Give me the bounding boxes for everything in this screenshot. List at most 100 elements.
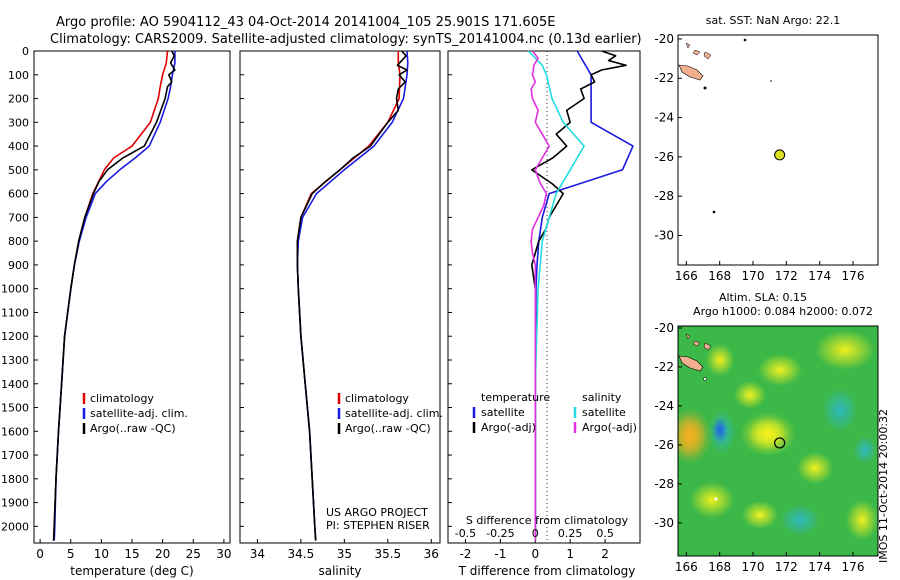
salinity-series [296,50,409,541]
t-difference-axis: -2 -1 0 1 2 [459,539,609,561]
series-line-s-argo-adj- [530,50,551,541]
map-y-tick-label: -30 [654,229,674,243]
timestamp-sidebar: IMOS 11-Oct-2014 20:00:32 [877,409,890,563]
difference-series [527,50,634,541]
depth-tick-label: 100 [8,69,29,82]
depth-tick-label: 1500 [1,402,29,415]
heatmap-blob [678,414,706,458]
x-tick-label: 36 [424,547,439,561]
temperature-xlabel: temperature (deg C) [70,564,193,578]
series-line-climatology [52,50,169,541]
map-y-tick-label: -26 [654,150,674,164]
heatmap-blob [748,418,788,450]
heatmap-blob [706,344,734,376]
map-y-tick-label: -28 [654,189,674,203]
map-y-tick-label: -20 [654,321,674,335]
x-tick-label: 15 [124,547,139,561]
depth-tick-label: 700 [8,211,29,224]
sst-map-title: sat. SST: NaN Argo: 22.1 [706,14,840,27]
difference-panel: -2 -1 0 1 2 T difference from climatology S … [447,50,641,578]
x-tick-label: 34 [250,547,265,561]
argo-location-marker [774,437,786,449]
island-dot [703,377,707,381]
depth-tick-label: 1400 [1,378,29,391]
series-line-climatology [296,51,401,541]
depth-tick-label: 800 [8,235,29,248]
island-dot [712,210,716,214]
sla-heatmap [678,326,878,556]
salinity-legend: climatology satellite-adj. clim. Argo(..ra… [337,392,443,435]
map-x-tick-label: 166 [675,269,698,283]
island-shape [685,42,691,49]
map-x-tick-label: 172 [775,560,798,574]
salinity-x-axis: 34 34.5 35 35.5 36 [250,539,439,561]
map-x-tick-label: 166 [675,560,698,574]
legend-label: satellite [582,406,626,419]
island-shape [692,49,701,56]
x-tick-label: 2 [601,547,609,561]
map-x-tick-label: 172 [775,269,798,283]
island-shape [703,342,712,351]
map-x-tick-label: 174 [808,269,831,283]
heatmap-blob [797,452,833,484]
difference-depth-ticks [448,50,452,527]
x-tick-label: 1 [566,547,574,561]
legend-label: Argo(-adj) [582,421,637,434]
depth-tick-label: 0 [22,45,29,58]
s-difference-tick-label: 0 [532,527,539,540]
sla-map-title-line1: Altim. SLA: 0.15 [719,291,807,304]
temperature-plot-frame [33,50,231,544]
s-difference-tick-label: 0.5 [596,527,614,540]
map-x-tick-label: 170 [742,560,765,574]
map-y-tick-label: -22 [654,360,674,374]
heatmap-blob [846,500,878,540]
depth-tick-label: 1700 [1,449,29,462]
difference-legend: temperature salinity satellite Argo(-adj) sa… [472,391,637,434]
x-tick-label: 0 [531,547,539,561]
depth-tick-label: 500 [8,164,29,177]
temperature-series [52,50,176,541]
legend-title-temperature: temperature [481,391,550,404]
map-y-tick-label: -28 [654,477,674,491]
legend-label: climatology [345,392,409,405]
map-x-tick-label: 168 [708,269,731,283]
temperature-panel: 0100200300400500600700800900100011001200… [1,45,232,578]
depth-tick-label: 1000 [1,283,29,296]
series-line-argo-raw-qc- [296,50,408,541]
map-y-tick-label: -22 [654,71,674,85]
map-y-tick-label: -24 [654,399,674,413]
s-difference-tick-labels: -0.5 -0.25 0 0.25 0.5 [455,527,614,540]
series-line-argo-raw-qc- [52,50,176,541]
series-line-satellite-adj-clim- [296,50,409,541]
series-line-t-argo-adj- [530,50,627,541]
timestamp-label: IMOS 11-Oct-2014 20:00:32 [877,409,890,563]
salinity-plot-frame [239,50,441,544]
temperature-legend: climatology satellite-adj. clim. Argo(..ra… [82,392,188,435]
sst-land-features [678,38,772,214]
salinity-depth-ticks [240,50,244,527]
island-dot [770,80,772,82]
t-difference-xlabel: T difference from climatology [458,564,636,578]
legend-label: Argo(-adj) [481,421,536,434]
x-tick-label: 35 [337,547,352,561]
x-tick-label: 5 [67,547,75,561]
map-y-tick-label: -24 [654,111,674,125]
island-dot [703,86,707,90]
heatmap-blob [690,482,734,518]
x-tick-label: -2 [459,547,471,561]
header-line-1: Argo profile: AO 5904112_43 04-Oct-2014 … [56,15,555,30]
legend-label: climatology [90,392,154,405]
island-shape [692,340,701,347]
legend-label: satellite-adj. clim. [345,407,443,420]
project-annotation: US ARGO PROJECT [326,506,428,519]
map-x-tick-label: 176 [842,560,865,574]
heatmap-blob [758,354,802,386]
map-x-tick-label: 174 [808,560,831,574]
sla-map-title-line2: Argo h1000: 0.084 h2000: 0.072 [693,305,873,318]
island-shape [703,51,712,60]
temperature-x-axis: 0 5 10 15 20 25 30 [36,539,232,561]
island-dot [743,38,747,42]
depth-tick-label: 300 [8,116,29,129]
s-difference-tick-label: -0.5 [455,527,476,540]
sla-map-axes: 166 168 170 172 174 176 -20 -22 -24 -26 -28 -30 [654,321,864,574]
